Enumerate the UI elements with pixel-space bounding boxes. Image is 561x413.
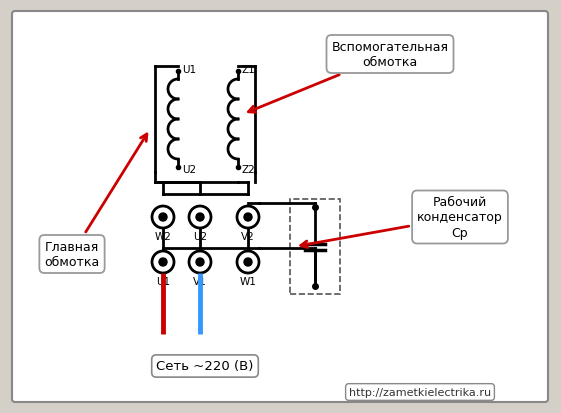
Text: U1: U1 — [156, 276, 170, 286]
Text: Сеть ~220 (В): Сеть ~220 (В) — [157, 360, 254, 373]
Text: W1: W1 — [240, 276, 256, 286]
Text: Главная
обмотка: Главная обмотка — [44, 135, 147, 268]
Circle shape — [196, 259, 204, 266]
Circle shape — [237, 252, 259, 273]
Circle shape — [237, 206, 259, 228]
Circle shape — [152, 252, 174, 273]
Circle shape — [244, 259, 252, 266]
Text: U1: U1 — [182, 65, 196, 75]
Bar — [290, 199, 340, 294]
Text: Z2: Z2 — [242, 165, 256, 175]
Circle shape — [159, 259, 167, 266]
Text: W2: W2 — [155, 231, 172, 242]
Circle shape — [189, 252, 211, 273]
Text: Вспомогательная
обмотка: Вспомогательная обмотка — [249, 41, 448, 113]
Text: Рабочий
конденсатор
Ср: Рабочий конденсатор Ср — [301, 196, 503, 248]
Circle shape — [152, 206, 174, 228]
Circle shape — [196, 214, 204, 221]
Circle shape — [244, 214, 252, 221]
FancyBboxPatch shape — [12, 12, 548, 402]
Text: U2: U2 — [182, 165, 196, 175]
Circle shape — [159, 214, 167, 221]
Text: U2: U2 — [193, 231, 207, 242]
Text: http://zametkielectrika.ru: http://zametkielectrika.ru — [349, 387, 491, 397]
Circle shape — [189, 206, 211, 228]
Text: Z1: Z1 — [242, 65, 256, 75]
Text: V2: V2 — [241, 231, 255, 242]
Text: V1: V1 — [193, 276, 207, 286]
